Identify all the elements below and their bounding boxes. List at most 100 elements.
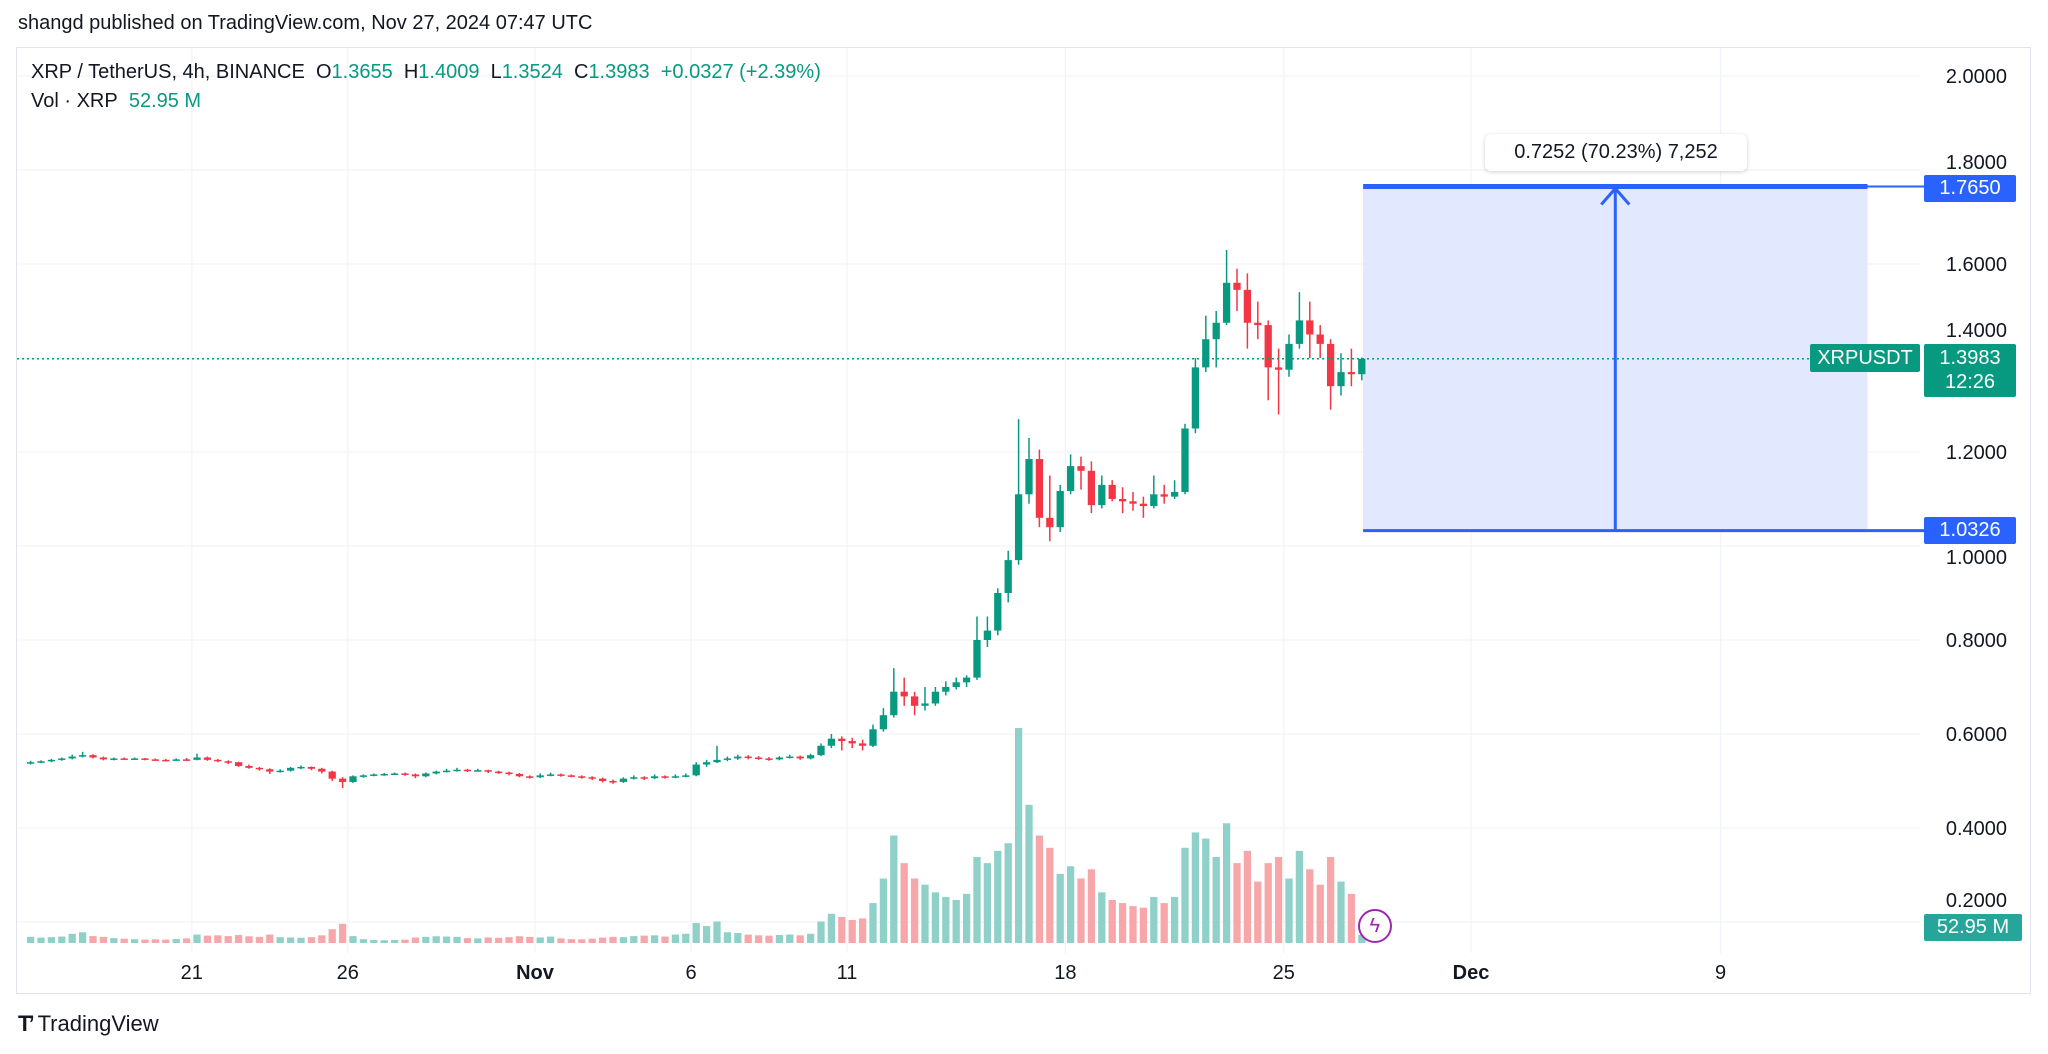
volume-bar — [546, 936, 555, 943]
volume-bar — [973, 857, 981, 943]
candle-body — [744, 756, 752, 759]
candle-body — [1160, 494, 1168, 497]
y-tick-label: 0.2000 — [1946, 890, 2007, 912]
candle-body — [328, 771, 336, 779]
candle-body — [1108, 484, 1116, 499]
volume-bar — [796, 935, 804, 943]
volume-bar — [713, 921, 721, 943]
candle-body — [370, 774, 378, 776]
volume-bar — [1358, 934, 1366, 943]
y-tick-label: 0.6000 — [1946, 724, 2007, 746]
candle-body — [526, 776, 534, 778]
volume-bar — [1306, 869, 1314, 943]
volume-bar — [557, 938, 565, 943]
measure-arrow-head — [1600, 186, 1631, 206]
volume-bar — [370, 939, 378, 943]
candle-body — [411, 774, 420, 777]
candle-body — [942, 687, 950, 692]
candle-body — [765, 758, 773, 760]
lightning-icon[interactable]: ϟ — [1357, 909, 1392, 943]
candle-body — [1139, 503, 1148, 507]
volume-bar — [110, 938, 118, 943]
candle-body — [151, 759, 160, 761]
candle-body — [983, 630, 992, 640]
volume-value: 52.95 M — [128, 90, 202, 112]
volume-bar — [526, 936, 534, 943]
candle-body — [1025, 459, 1033, 495]
candle-body — [276, 770, 284, 773]
x-tick-label: 25 — [1273, 962, 1295, 984]
volume-bar — [203, 935, 212, 943]
candle-body — [973, 640, 981, 678]
volume-bar — [432, 936, 440, 943]
candle-body — [692, 764, 700, 776]
volume-bar — [162, 939, 170, 943]
volume-bar — [1139, 907, 1148, 943]
volume-bar — [1046, 847, 1054, 943]
candle-body — [1004, 560, 1012, 593]
volume-bar — [567, 939, 576, 943]
volume-bar — [879, 878, 888, 943]
symbol-name[interactable]: XRP / TetherUS, 4h, BINANCE — [31, 61, 305, 83]
candle-body — [1056, 491, 1064, 528]
candle-body — [78, 755, 87, 757]
candle-body — [505, 772, 513, 775]
volume-bar — [765, 935, 773, 943]
volume-bar — [671, 934, 680, 943]
volume-bar — [1118, 903, 1127, 943]
volume-bar — [484, 937, 492, 943]
volume-bar — [921, 884, 929, 943]
x-tick-label: Dec — [1453, 962, 1490, 984]
candle-body — [1212, 322, 1220, 340]
candle-body — [380, 773, 388, 776]
y-tick-label: 0.4000 — [1946, 818, 2007, 840]
volume-bar — [806, 933, 815, 943]
y-tick-label: 1.6000 — [1946, 254, 2007, 276]
candle-body — [484, 770, 492, 772]
volume-bar — [474, 938, 482, 943]
candle-body — [1264, 325, 1272, 368]
volume-bar — [962, 893, 971, 943]
volume-bar — [380, 940, 388, 943]
volume-bar — [1337, 881, 1345, 943]
tradingview-logo[interactable]: T’ TradingView — [18, 1011, 159, 1037]
volume-bar — [68, 933, 76, 943]
candle-body — [1066, 466, 1075, 492]
candle-body — [89, 755, 97, 758]
volume-bar — [661, 936, 669, 943]
volume-label[interactable]: Vol · XRP — [31, 90, 118, 112]
candle-body — [1254, 322, 1262, 326]
candle-body — [1150, 494, 1158, 507]
volume-bar — [588, 938, 596, 943]
candle-body — [869, 729, 877, 746]
volume-bar — [494, 937, 503, 943]
candle-body — [661, 776, 669, 778]
candle-body — [401, 773, 409, 775]
candle-body — [286, 767, 295, 771]
last-price: 1.3983 — [1939, 347, 2001, 369]
candle-body — [130, 758, 139, 760]
volume-bar — [1254, 881, 1262, 943]
y-tick-label: 0.8000 — [1946, 630, 2007, 652]
volume-bar — [390, 939, 399, 943]
candle-body — [1077, 466, 1085, 471]
y-tick-label: 2.0000 — [1946, 66, 2007, 88]
volume-bar — [817, 921, 825, 943]
y-tick-label: 1.4000 — [1946, 320, 2007, 342]
candle-body — [1202, 339, 1210, 368]
candle-body — [588, 777, 596, 779]
time-axis: 21 26 Nov 6 11 18 25 Dec 9 — [181, 962, 1726, 984]
change-value: +0.0327 (+2.39%) — [660, 61, 821, 83]
candle-body — [858, 743, 867, 746]
measure-bottom-price-label: 1.0326 — [1924, 517, 2016, 544]
candle-body — [1035, 459, 1044, 518]
candle-body — [723, 758, 732, 760]
volume-bar — [307, 937, 316, 943]
candle-body — [1347, 372, 1356, 375]
candle-body — [786, 756, 794, 759]
candle-body — [910, 696, 919, 706]
volume-bar — [318, 935, 326, 943]
candle-body — [578, 776, 586, 778]
volume-bar — [775, 935, 784, 943]
